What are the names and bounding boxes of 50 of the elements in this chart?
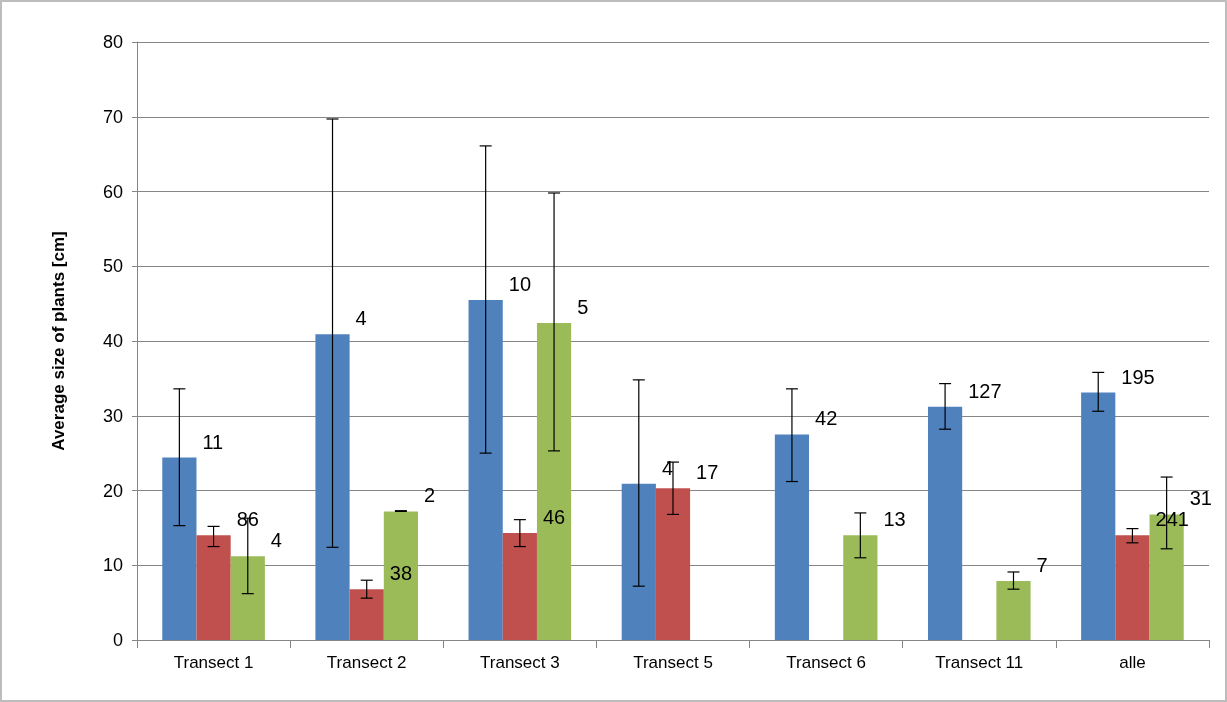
annotation: 86 [236, 508, 259, 531]
bar [536, 323, 572, 640]
bar [843, 535, 878, 640]
bar [502, 533, 537, 640]
x-tick-label: Transect 2 [326, 653, 407, 672]
bar [196, 535, 231, 640]
y-axis-title: Average size of plants [cm] [49, 231, 68, 451]
bar [621, 483, 656, 640]
annotation: 4 [355, 307, 367, 330]
bar [468, 299, 503, 640]
bar [349, 589, 384, 640]
y-tick-label: 60 [102, 181, 123, 202]
bar [383, 511, 419, 640]
bar [162, 457, 197, 640]
bar [315, 334, 350, 640]
bar [927, 406, 963, 640]
annotation: 13 [883, 508, 906, 531]
annotation: 195 [1121, 365, 1155, 388]
annotation: 38 [389, 562, 413, 585]
annotation: 127 [968, 379, 1002, 402]
bar [1081, 392, 1116, 640]
x-tick-label: Transect 11 [935, 653, 1024, 672]
x-tick-label: Transect 5 [633, 653, 713, 672]
annotation: 2 [424, 484, 436, 507]
y-tick-label: 50 [102, 256, 123, 277]
annotation: 7 [1036, 553, 1048, 576]
x-tick-label: Transect 3 [480, 653, 560, 672]
x-tick-label: Transect 6 [786, 653, 866, 672]
annotation: 42 [815, 407, 838, 430]
x-tick-label: Transect 1 [173, 653, 254, 672]
annotation: 11 [202, 430, 224, 453]
y-tick-label: 10 [102, 555, 123, 576]
annotation: 17 [696, 461, 719, 484]
annotation: 5 [577, 296, 589, 319]
annotation: 46 [542, 506, 566, 529]
x-tick-label: alle [1119, 653, 1146, 672]
y-tick-label: 20 [102, 480, 123, 501]
y-tick-label: 80 [102, 32, 123, 52]
annotation: 31 [1189, 487, 1212, 510]
bar [996, 580, 1031, 640]
bar [655, 488, 691, 640]
annotation: 4 [270, 529, 282, 552]
y-tick-label: 0 [112, 630, 123, 650]
bar [1115, 535, 1150, 640]
y-tick-label: 40 [102, 331, 123, 351]
bar [774, 434, 810, 640]
y-tick-label: 30 [102, 405, 123, 426]
bar [230, 556, 265, 640]
annotation: 10 [508, 272, 532, 295]
y-tick-label: 70 [102, 106, 123, 127]
